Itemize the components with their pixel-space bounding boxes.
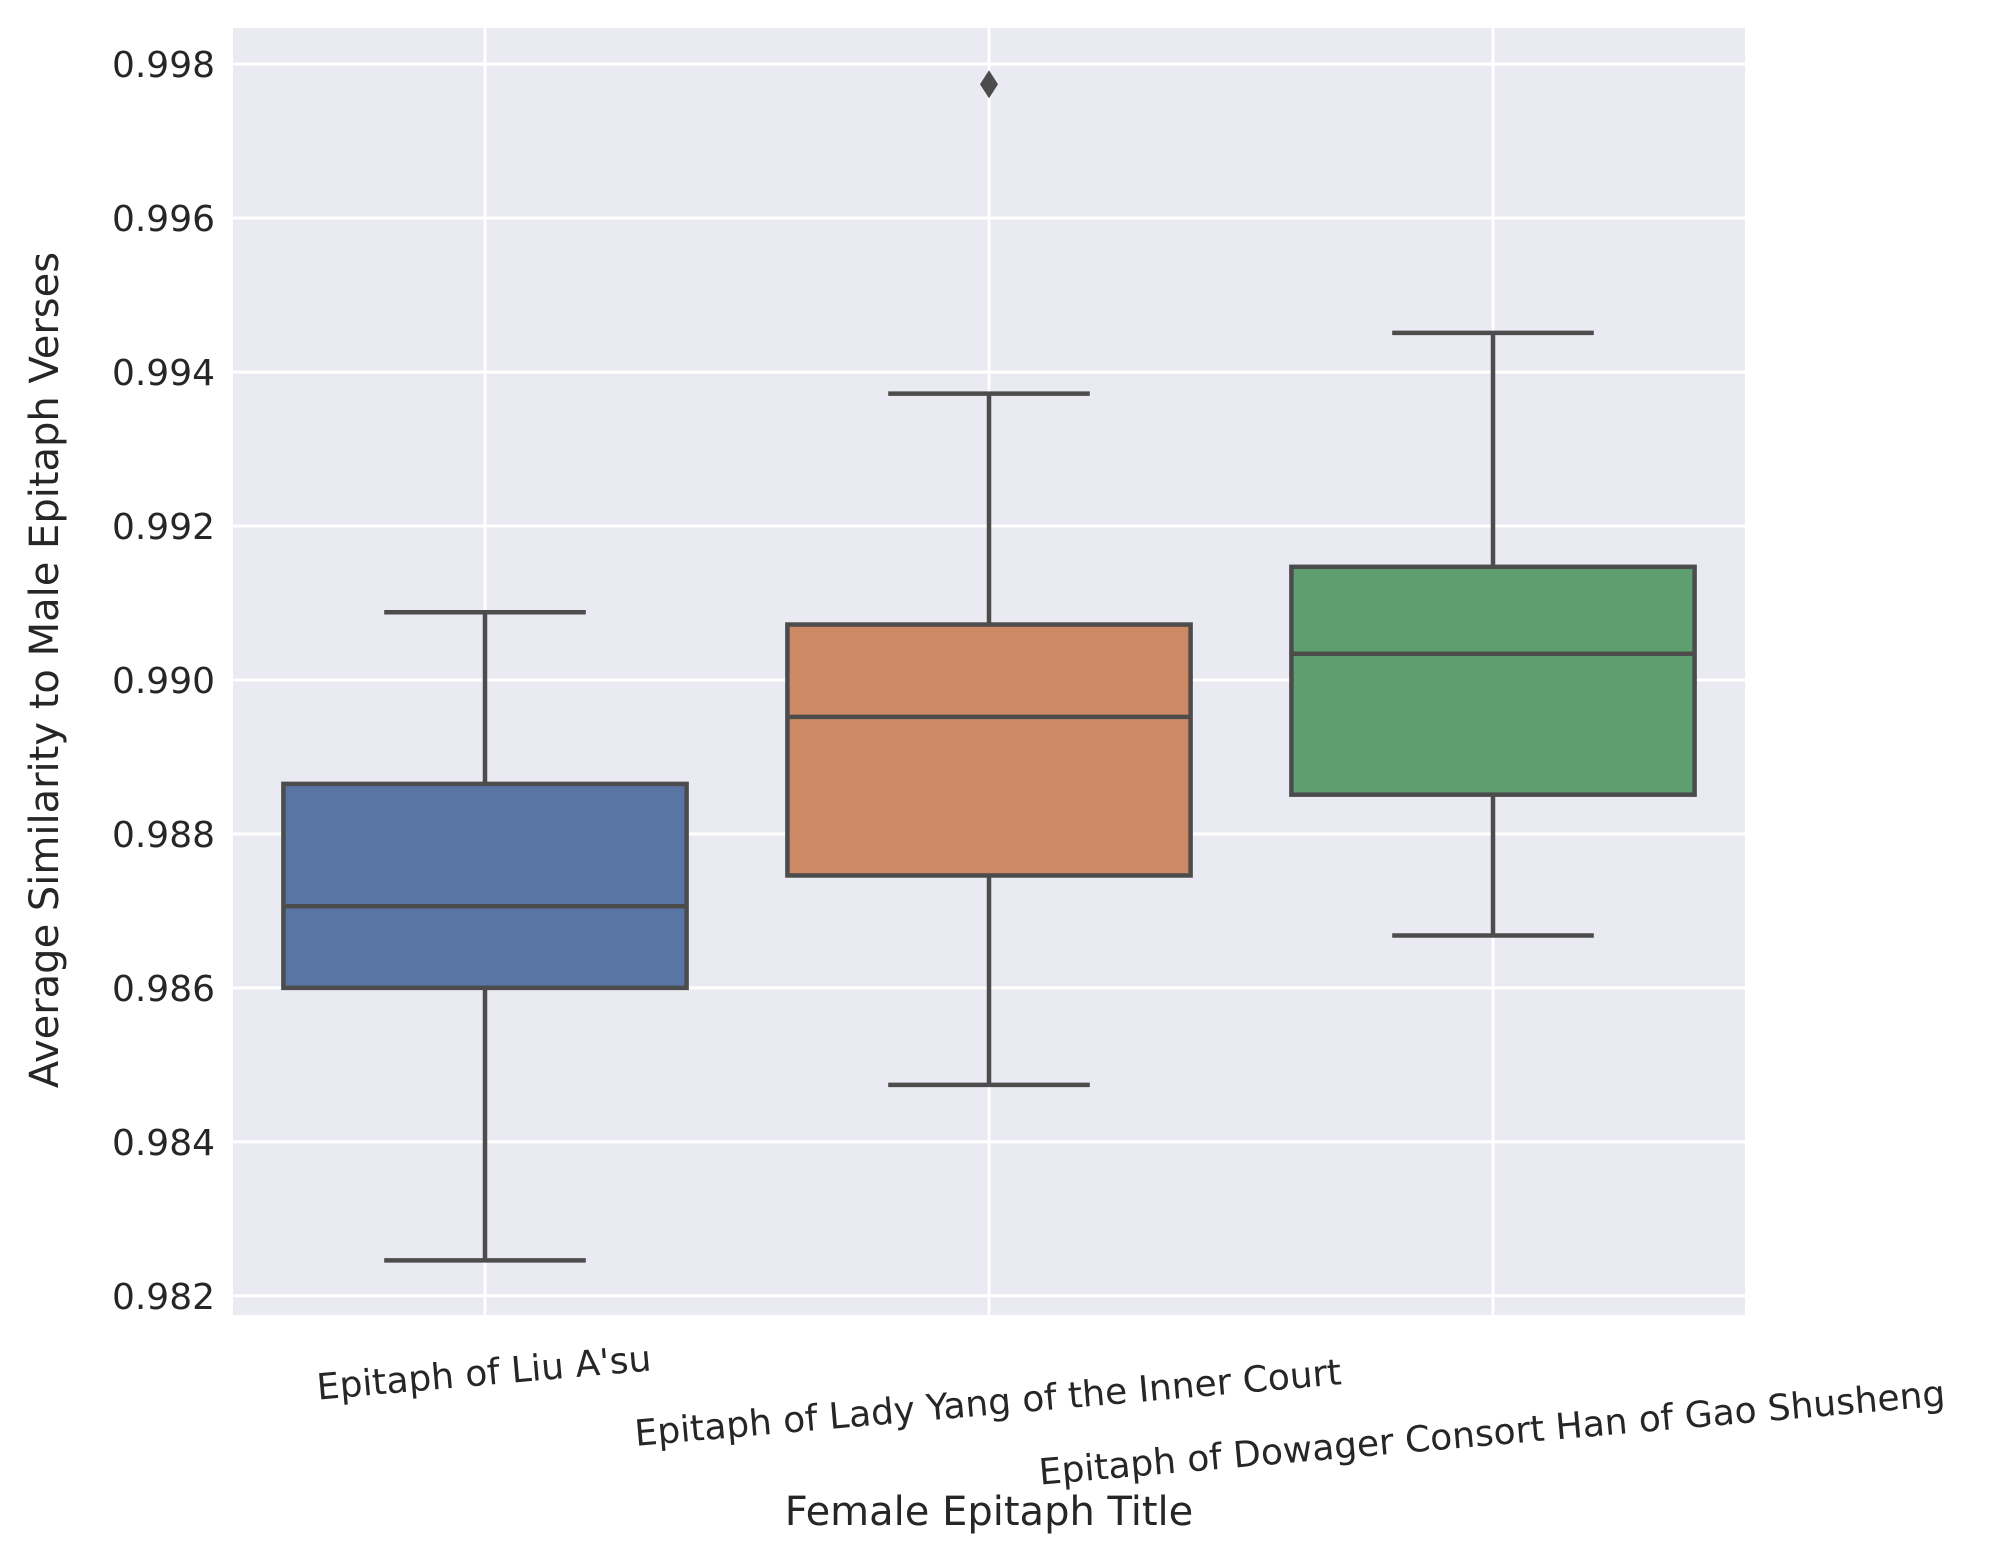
x-tick-label: Epitaph of Liu A'su [315,1339,653,1409]
box-group [281,609,689,1263]
iqr-box [785,622,1193,878]
y-tick-label: 0.992 [112,507,215,548]
box-group [785,70,1193,1088]
outlier-marker [980,70,998,99]
iqr-box [281,781,689,991]
boxes [281,70,1697,1263]
y-tick-label: 0.994 [112,353,215,394]
y-axis-label: Average Similarity to Male Epitaph Verse… [22,252,68,1088]
x-axis-label: Female Epitaph Title [785,1489,1194,1535]
y-tick-label: 0.986 [112,969,215,1010]
y-tick-label: 0.984 [112,1123,215,1164]
y-tick-label: 0.996 [112,199,215,240]
box-group [1289,330,1697,938]
y-tick-label: 0.988 [112,815,215,856]
y-tick-label: 0.982 [112,1277,215,1318]
y-axis-ticks: 0.982 0.984 0.986 0.988 0.990 0.992 0.994 0.996… [112,45,215,1318]
y-tick-label: 0.990 [112,661,215,702]
iqr-box [1289,564,1697,797]
y-tick-label: 0.998 [112,45,215,86]
